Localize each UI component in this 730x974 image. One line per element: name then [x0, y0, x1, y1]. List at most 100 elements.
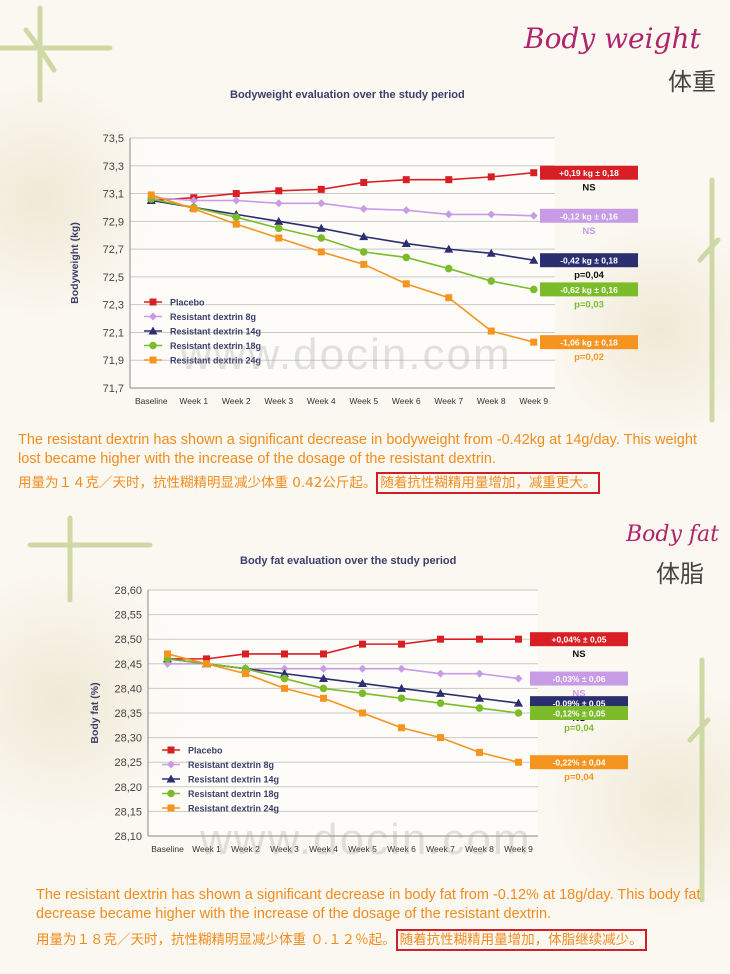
annotation-significance: p=0,04: [564, 772, 595, 783]
data-point: [530, 338, 538, 346]
x-tick-label: Baseline: [135, 396, 168, 406]
description-en-bodyfat: The resistant dextrin has shown a signif…: [36, 887, 701, 922]
annotation-value: -0,62 kg ± 0,16: [560, 285, 618, 295]
annotation-box: [530, 671, 628, 686]
legend-label: Resistant dextrin 18g: [170, 341, 261, 351]
y-tick-label: 28,25: [114, 757, 142, 769]
x-tick-label: Week 3: [270, 844, 299, 854]
annotation-value: -0,22% ± 0,04: [553, 758, 606, 768]
series-resistant-dextrin-14g: [146, 196, 539, 264]
data-point: [486, 248, 496, 257]
data-point: [436, 669, 445, 678]
legend-marker: [149, 298, 157, 306]
annotation-box: [540, 282, 638, 297]
data-point: [164, 650, 171, 658]
data-point: [163, 659, 172, 668]
annotation-box: [530, 706, 628, 720]
y-tick-label: 72,7: [103, 244, 124, 256]
annotation-significance: p=0,02: [574, 352, 604, 363]
data-point: [359, 232, 369, 241]
data-point: [280, 674, 289, 683]
legend-label: Resistant dextrin 14g: [188, 775, 279, 785]
description-zh-bodyweight: 用量为１４克／天时，抗性糊精明显减少体重 0.42公斤起。 随着抗性糊精用量增加，…: [18, 472, 718, 494]
data-point: [190, 205, 198, 213]
annotation-value: -0,12% ± 0,05: [553, 709, 606, 719]
legend-label: Resistant dextrin 8g: [188, 760, 274, 770]
y-tick-label: 71,7: [103, 383, 124, 395]
data-point: [437, 635, 444, 643]
x-tick-label: Week 6: [387, 844, 416, 854]
data-point: [402, 280, 410, 288]
data-point: [530, 169, 538, 177]
data-point: [280, 669, 289, 678]
y-tick-label: 28,50: [114, 634, 142, 646]
data-point: [444, 210, 453, 219]
data-point: [320, 650, 327, 658]
data-point: [232, 196, 241, 205]
x-tick-label: Week 9: [519, 396, 548, 406]
data-point: [475, 704, 484, 712]
legend-label: Resistant dextrin 14g: [170, 327, 261, 337]
data-point: [514, 674, 523, 683]
data-point: [487, 277, 496, 285]
y-tick-label: 28,55: [114, 610, 142, 622]
annotation-box: [540, 165, 638, 180]
data-point: [529, 255, 539, 264]
data-point: [398, 724, 405, 732]
data-point: [317, 199, 326, 208]
x-tick-label: Week 3: [264, 396, 293, 406]
legend-marker: [148, 326, 158, 335]
data-point: [275, 234, 283, 242]
data-point: [275, 187, 283, 195]
bodyweight-chart: 71,7 71,9 72,1 72,3 72,5 72,7 72,9 73,1 73,3 73,5…: [69, 133, 638, 406]
annotation-value: -1,06 kg ± 0,18: [560, 338, 618, 348]
description-zh-highlight: 随着抗性糊精用量增加，体脂继续减少。: [395, 929, 647, 951]
data-point: [359, 204, 368, 213]
annotation-value: -0,12 kg ± 0,16: [560, 211, 618, 221]
data-point: [476, 748, 483, 756]
series-resistant-dextrin-24g: [164, 650, 522, 766]
x-tick-label: Week 7: [434, 396, 463, 406]
data-point: [476, 635, 483, 643]
data-point: [529, 211, 538, 220]
y-tick-label: 72,5: [103, 272, 124, 284]
annotation-significance: NS: [572, 649, 585, 660]
data-point: [274, 199, 283, 208]
series-line: [167, 653, 519, 763]
annotation-significance: p=0,04: [564, 723, 595, 734]
data-point: [514, 698, 523, 707]
annotation-significance: NS: [582, 183, 595, 194]
data-point: [360, 260, 368, 268]
annotation-significance: p=0,03: [574, 299, 604, 310]
data-point: [281, 684, 288, 692]
data-point: [487, 173, 495, 181]
data-point: [319, 674, 328, 683]
y-tick-label: 72,1: [103, 327, 124, 339]
y-tick-label: 72,3: [103, 300, 124, 312]
legend-label: Resistant dextrin 24g: [170, 356, 261, 366]
data-point: [514, 709, 523, 717]
data-point: [319, 664, 328, 673]
data-point: [281, 650, 288, 658]
legend-marker: [167, 804, 175, 812]
data-point: [242, 670, 249, 678]
data-point: [274, 224, 283, 233]
data-point: [316, 223, 326, 232]
legend-label: Resistant dextrin 8g: [170, 312, 256, 322]
bodyfat-chart: 28,10 28,15 28,20 28,25 28,30 28,35 28,40 28,45…: [89, 585, 628, 854]
annotation-significance: NS: [572, 689, 585, 700]
annotation-box: [540, 253, 638, 268]
x-tick-label: Week 4: [307, 396, 336, 406]
x-tick-label: Week 5: [349, 396, 378, 406]
legend-marker: [167, 789, 175, 798]
annotation-value: +0,19 kg ± 0,18: [559, 168, 619, 178]
data-point: [360, 178, 368, 186]
annotation-box: [540, 208, 638, 223]
x-tick-label: Week 6: [392, 396, 421, 406]
annotation-value: -0,42 kg ± 0,18: [560, 256, 618, 266]
x-tick-label: Week 2: [231, 844, 260, 854]
series-line: [151, 194, 534, 343]
x-tick-label: Week 4: [309, 844, 338, 854]
chart-title-bodyfat: Body fat evaluation over the study perio…: [240, 555, 457, 567]
data-point: [529, 285, 538, 294]
